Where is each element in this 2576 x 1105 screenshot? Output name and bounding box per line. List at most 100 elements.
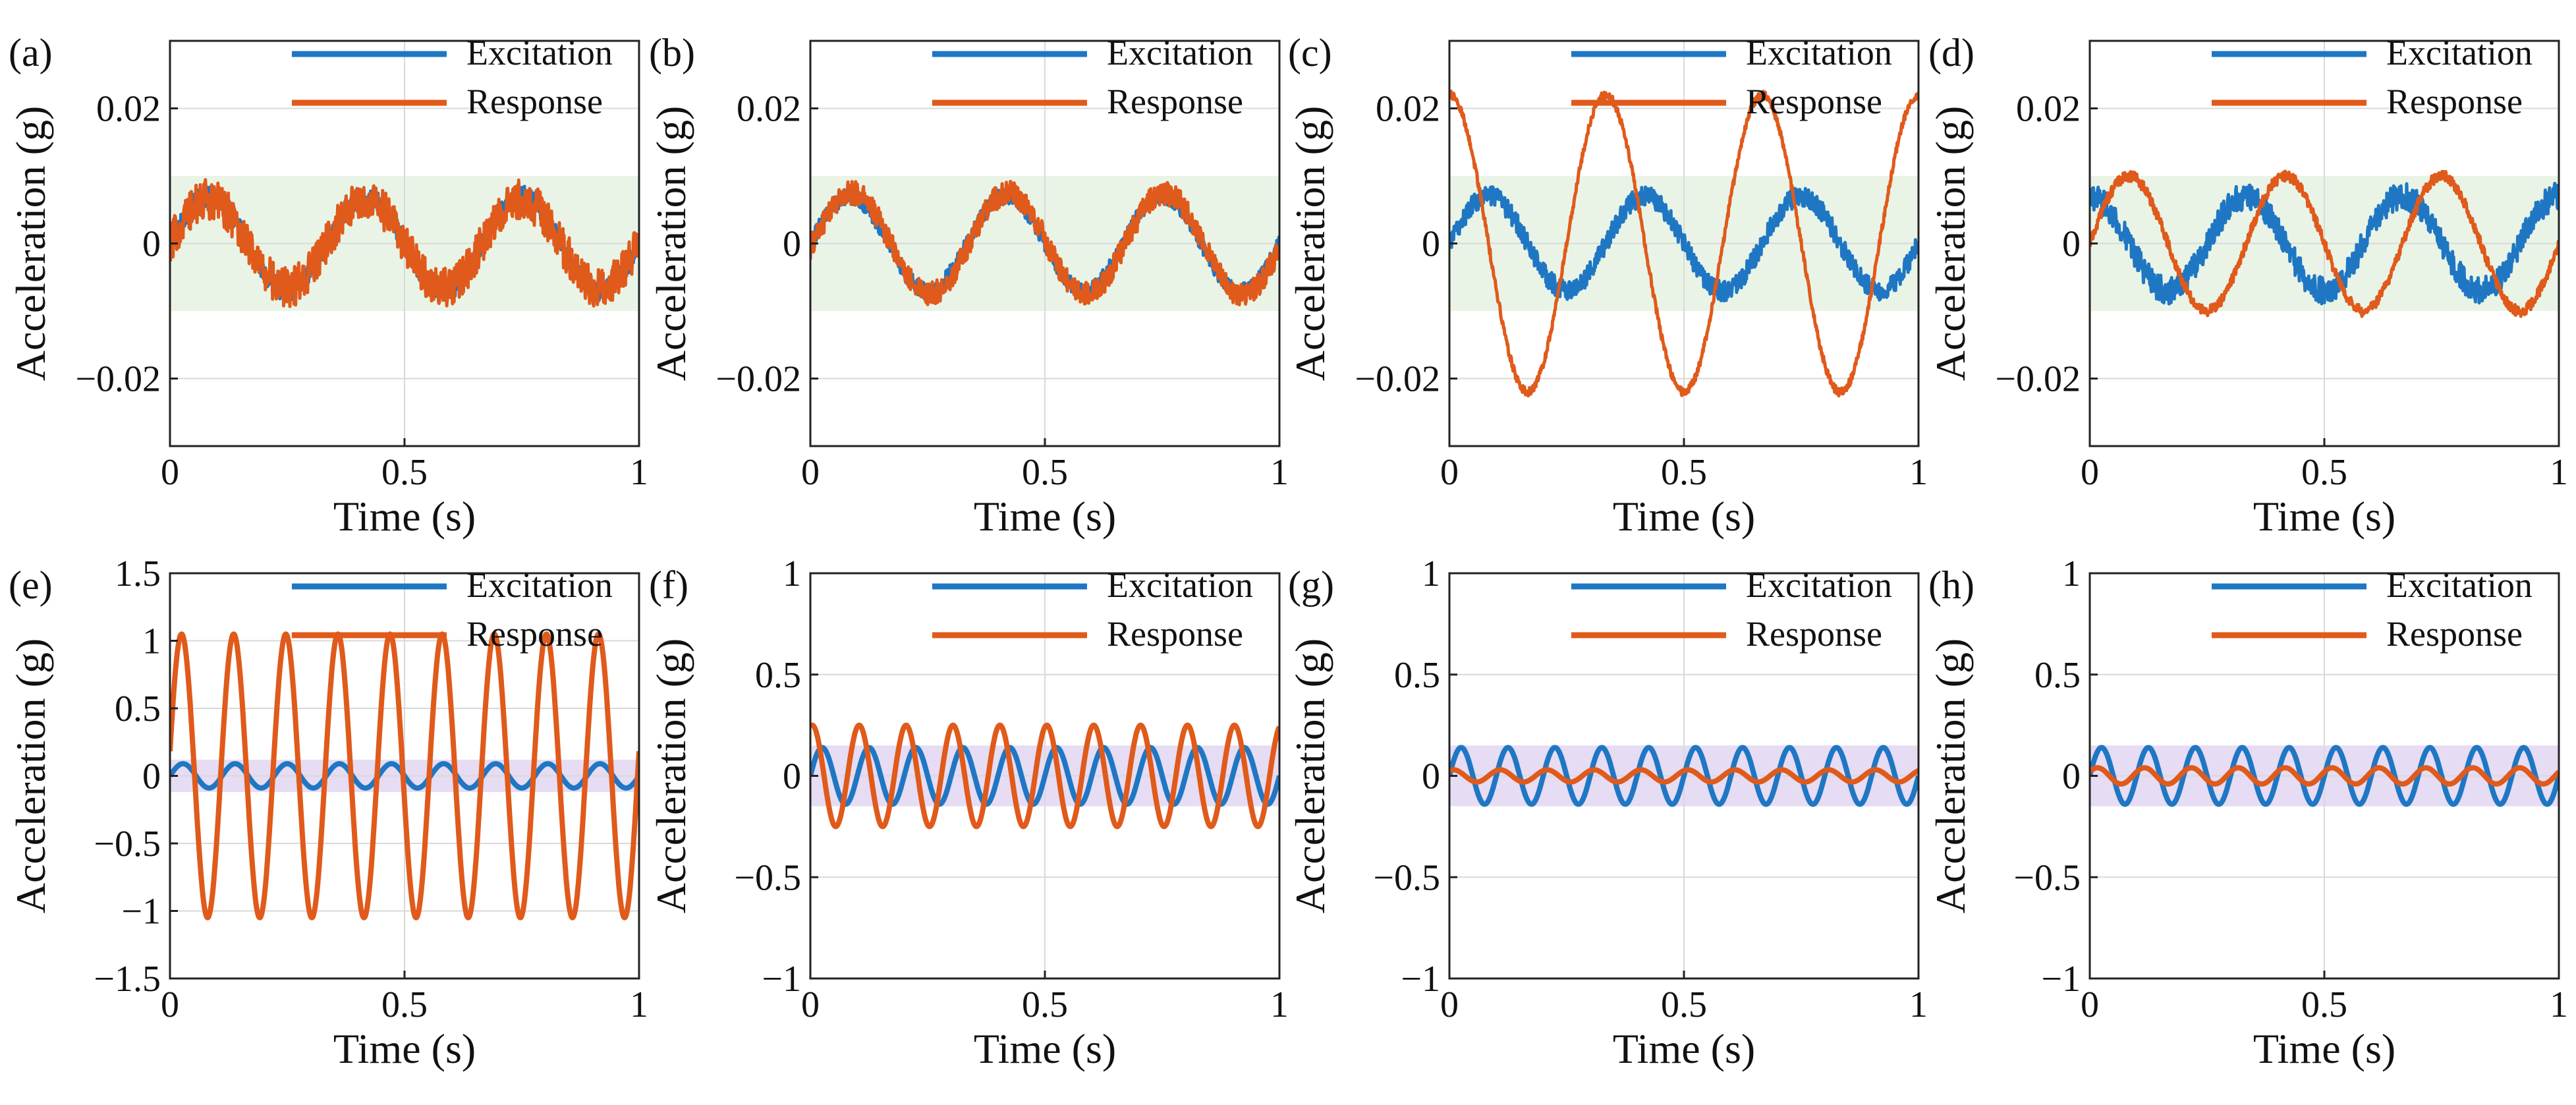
y-tick-label: 0.5 <box>1394 655 1440 696</box>
x-tick-label: 0.5 <box>1022 984 1068 1025</box>
panel-c: 0 0.5 1 −0.02 0 0.02 Time (s) Acceleration (g) (… <box>1287 31 1928 540</box>
legend-label-response: Response <box>466 614 603 654</box>
legend: Excitation Response <box>932 33 1253 121</box>
y-axis-title: Acceleration (g) <box>1287 638 1333 914</box>
panel-tag: (d) <box>1928 31 1974 74</box>
panel-tag: (e) <box>9 563 53 607</box>
y-axis-title: Acceleration (g) <box>648 106 694 382</box>
series-line-response <box>2090 169 2559 318</box>
legend: Excitation Response <box>932 565 1253 654</box>
panel-a: 0 0.5 1 −0.02 0 0.02 Time (s) Acceleration (g) (… <box>7 31 648 540</box>
x-tick-label: 0.5 <box>1022 452 1068 493</box>
y-tick-label: 1.5 <box>115 553 161 594</box>
series-group <box>2090 169 2559 318</box>
y-axis-title: Acceleration (g) <box>7 106 54 382</box>
x-tick-label: 1 <box>630 984 648 1025</box>
x-axis-title: Time (s) <box>333 1025 476 1072</box>
y-tick-label: −0.02 <box>1995 359 2081 400</box>
series-line-excitation <box>2090 181 2559 306</box>
y-tick-label: 0.02 <box>737 89 801 130</box>
y-tick-label: −1 <box>2041 959 2081 1000</box>
series-line-response <box>1449 767 1918 785</box>
panel-tag: (c) <box>1288 31 1332 74</box>
y-tick-label: 0.02 <box>96 89 161 130</box>
legend-label-response: Response <box>2386 82 2523 121</box>
legend-label-response: Response <box>1107 82 1243 121</box>
y-tick-label: −0.5 <box>734 857 801 898</box>
y-tick-label: −0.5 <box>1373 857 1440 898</box>
y-tick-label: 0 <box>783 224 801 265</box>
legend: Excitation Response <box>292 33 613 121</box>
legend: Excitation Response <box>1571 33 1892 121</box>
y-tick-label: 0 <box>2062 756 2081 797</box>
series-line-excitation <box>1449 745 1918 807</box>
x-tick-label: 0.5 <box>2301 452 2347 493</box>
x-tick-label: 1 <box>2550 452 2568 493</box>
legend-label-response: Response <box>1107 614 1243 654</box>
series-group <box>810 722 1279 830</box>
x-axis-title: Time (s) <box>2253 1025 2395 1072</box>
x-tick-label: 1 <box>1270 452 1289 493</box>
series-group <box>1449 745 1918 807</box>
y-axis-title: Acceleration (g) <box>1927 638 1974 914</box>
x-tick-label: 0 <box>1440 452 1459 493</box>
legend-label-excitation: Excitation <box>1746 565 1892 605</box>
y-tick-label: −1 <box>1401 959 1440 1000</box>
y-tick-label: 0.02 <box>1376 89 1440 130</box>
legend-label-response: Response <box>1746 614 1882 654</box>
panel-tag: (g) <box>1288 563 1334 607</box>
panel-tag: (f) <box>649 563 688 607</box>
y-tick-label: 0 <box>142 756 161 797</box>
legend: Excitation Response <box>2212 565 2533 654</box>
x-tick-label: 1 <box>2550 984 2568 1025</box>
y-tick-label: 1 <box>1422 553 1440 594</box>
y-tick-label: 0.5 <box>755 655 801 696</box>
legend-label-excitation: Excitation <box>1107 33 1253 72</box>
y-tick-label: 1 <box>142 621 161 662</box>
panel-g: 0 0.5 1 −1 −0.5 0 0.5 1 Time (s) Acceleration (g)… <box>1287 553 1928 1072</box>
x-tick-label: 0.5 <box>381 984 428 1025</box>
y-axis-title: Acceleration (g) <box>1287 106 1333 382</box>
y-tick-label: −0.02 <box>715 359 801 400</box>
series-line-response <box>810 179 1279 306</box>
legend: Excitation Response <box>2212 33 2533 121</box>
series-line-response <box>810 722 1279 830</box>
x-axis-title: Time (s) <box>974 1025 1116 1072</box>
x-tick-label: 0 <box>2081 452 2099 493</box>
legend-label-excitation: Excitation <box>1107 565 1253 605</box>
y-tick-label: −1 <box>762 959 801 1000</box>
y-tick-label: −0.5 <box>2013 857 2081 898</box>
series-line-excitation <box>2090 745 2559 807</box>
legend-label-response: Response <box>2386 614 2523 654</box>
x-axis-title: Time (s) <box>974 493 1116 540</box>
x-tick-label: 0 <box>1440 984 1459 1025</box>
series-line-response <box>2090 765 2559 787</box>
panel-e: 0 0.5 1 −1.5 −1 −0.5 0 0.5 1 1.5 Time (s) Accelerat… <box>7 553 648 1072</box>
panel-tag: (b) <box>649 31 695 74</box>
y-tick-label: 0 <box>783 756 801 797</box>
series-group <box>810 179 1279 306</box>
y-tick-label: −0.5 <box>94 824 161 864</box>
series-group <box>1449 90 1918 398</box>
legend-label-excitation: Excitation <box>1746 33 1892 72</box>
series-line-response <box>1449 90 1918 398</box>
series-group <box>170 178 639 308</box>
y-tick-label: 0 <box>142 224 161 265</box>
x-tick-label: 0.5 <box>2301 984 2347 1025</box>
y-axis-title: Acceleration (g) <box>1927 106 1974 382</box>
y-tick-label: 0 <box>1422 756 1440 797</box>
series-line-response <box>170 631 639 921</box>
legend: Excitation Response <box>1571 565 1892 654</box>
legend-label-response: Response <box>1746 82 1882 121</box>
legend-label-excitation: Excitation <box>466 565 613 605</box>
series-line-excitation <box>1449 185 1918 302</box>
panel-h: 0 0.5 1 −1 −0.5 0 0.5 1 Time (s) Acceleration (g)… <box>1927 553 2568 1072</box>
x-tick-label: 1 <box>630 452 648 493</box>
x-tick-label: 0 <box>801 452 820 493</box>
panel-f: 0 0.5 1 −1 −0.5 0 0.5 1 Time (s) Acceleration (g)… <box>648 553 1289 1072</box>
x-tick-label: 0 <box>801 984 820 1025</box>
y-tick-label: −1.5 <box>94 959 161 1000</box>
x-tick-label: 1 <box>1909 984 1928 1025</box>
series-group <box>2090 745 2559 807</box>
x-axis-title: Time (s) <box>2253 493 2395 540</box>
